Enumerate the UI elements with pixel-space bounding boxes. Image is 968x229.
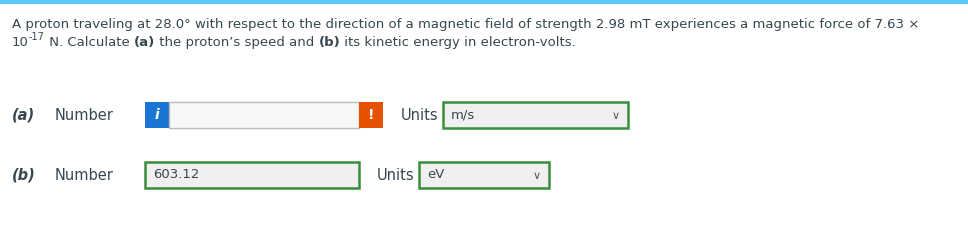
Text: (b): (b)	[12, 167, 36, 183]
Text: (a): (a)	[134, 36, 155, 49]
Text: !: !	[368, 108, 375, 122]
Text: Number: Number	[55, 167, 114, 183]
Text: (b): (b)	[318, 36, 340, 49]
Text: N. Calculate: N. Calculate	[45, 36, 134, 49]
Text: eV: eV	[427, 169, 444, 182]
Text: (a): (a)	[12, 107, 35, 123]
FancyBboxPatch shape	[169, 102, 359, 128]
Text: i: i	[155, 108, 160, 122]
FancyBboxPatch shape	[359, 102, 383, 128]
Text: 603.12: 603.12	[153, 169, 199, 182]
Text: Units: Units	[377, 167, 414, 183]
FancyBboxPatch shape	[145, 162, 359, 188]
Text: A proton traveling at 28.0° with respect to the direction of a magnetic field of: A proton traveling at 28.0° with respect…	[12, 18, 920, 31]
Text: 10: 10	[12, 36, 29, 49]
Text: Units: Units	[401, 107, 439, 123]
FancyBboxPatch shape	[443, 102, 628, 128]
FancyBboxPatch shape	[419, 162, 549, 188]
Text: the proton’s speed and: the proton’s speed and	[155, 36, 318, 49]
Text: -17: -17	[29, 32, 45, 42]
Text: ∨: ∨	[533, 171, 541, 181]
Text: ∨: ∨	[612, 111, 620, 121]
Text: its kinetic energy in electron-volts.: its kinetic energy in electron-volts.	[340, 36, 576, 49]
Text: m/s: m/s	[451, 109, 475, 122]
Text: Number: Number	[55, 107, 114, 123]
FancyBboxPatch shape	[145, 102, 169, 128]
